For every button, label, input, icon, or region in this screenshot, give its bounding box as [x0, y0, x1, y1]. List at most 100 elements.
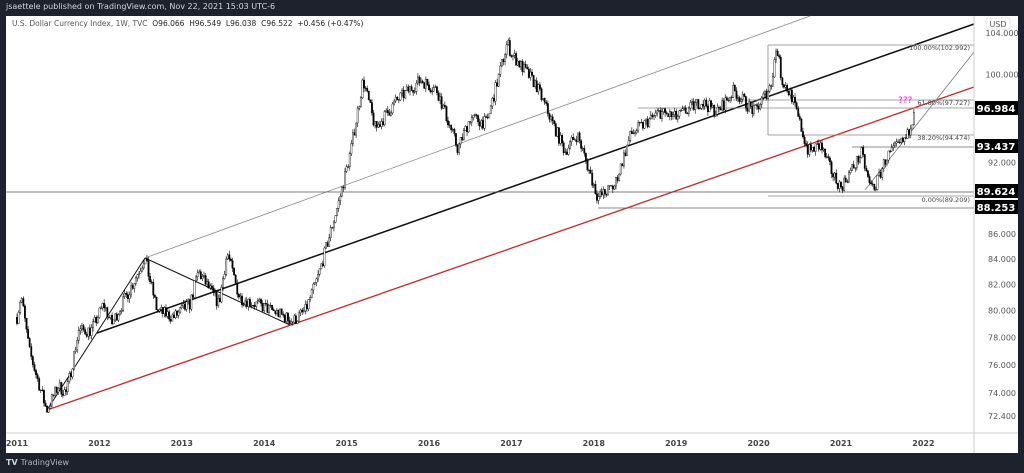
candle-body: [304, 304, 307, 312]
candle-body: [784, 85, 787, 88]
candle-body: [88, 327, 91, 336]
candle-body: [477, 115, 480, 123]
candle-body: [127, 294, 129, 300]
candle-body: [897, 141, 899, 143]
symbol-legend: U.S. Dollar Currency Index, 1W, TVC O96.…: [12, 19, 363, 28]
candle-body: [456, 144, 459, 153]
candle-body: [737, 97, 739, 99]
candle-body: [168, 311, 171, 320]
candle-body: [656, 110, 659, 114]
candle-body: [233, 268, 235, 276]
candle-body: [800, 118, 803, 132]
candle-body: [98, 307, 101, 318]
candle-body: [667, 113, 670, 117]
candle-body: [131, 285, 134, 289]
candle-body: [608, 185, 611, 187]
mid-channel-line: [96, 23, 975, 334]
footer-brand: TV TradingView: [6, 458, 69, 467]
candle-body: [163, 307, 166, 314]
candle-body: [43, 390, 45, 404]
candle-body: [28, 338, 31, 347]
candle-body: [409, 86, 411, 92]
candle-body: [893, 142, 896, 146]
chart-panel[interactable]: [6, 16, 1018, 453]
candle-body: [431, 90, 434, 93]
candle-body: [92, 321, 94, 328]
candle-body: [74, 349, 77, 352]
candle-body: [458, 143, 461, 153]
candle-body: [764, 90, 766, 95]
candle-body: [613, 185, 616, 190]
candle-body: [825, 156, 828, 158]
candle-body: [223, 274, 226, 279]
candle-body: [838, 181, 841, 189]
candle-body: [862, 147, 865, 155]
candle-body: [848, 172, 850, 183]
candle-body: [629, 130, 632, 141]
candle-body: [442, 105, 445, 109]
price-tick: 100.000: [985, 70, 1018, 79]
price-label-bg: [975, 139, 1018, 153]
candle-body: [520, 61, 522, 68]
candle-body: [554, 123, 557, 137]
candle-body: [515, 53, 518, 66]
candle-body: [450, 125, 453, 131]
candle-body: [337, 200, 340, 209]
candle-body: [909, 128, 912, 136]
candle-body: [654, 112, 657, 116]
candle-body: [588, 169, 590, 171]
time-tick: 2013: [171, 439, 193, 448]
candle-body: [394, 96, 397, 102]
candle-body: [66, 381, 69, 392]
candle-body: [345, 166, 348, 172]
candle-body: [242, 304, 245, 306]
candle-body: [298, 312, 300, 322]
candle-body: [646, 118, 649, 128]
candle-body: [687, 107, 690, 114]
candle-body: [789, 89, 792, 96]
candle-body: [203, 275, 205, 277]
candle-body: [114, 313, 117, 321]
candle-body: [757, 105, 760, 110]
candle-body: [662, 108, 665, 112]
price-tick: 80.000: [988, 307, 1016, 316]
candle-body: [82, 325, 85, 330]
candle-body: [329, 227, 332, 238]
candle-body: [527, 68, 530, 78]
candle-body: [529, 71, 532, 78]
candle-body: [546, 103, 549, 114]
candle-body: [512, 55, 514, 57]
candle-body: [30, 346, 33, 357]
candle-body: [152, 281, 155, 296]
candle-body: [578, 132, 581, 141]
candle-body: [17, 312, 20, 324]
candle-body: [623, 152, 625, 167]
candle-body: [874, 189, 877, 191]
candle-body: [760, 97, 763, 105]
candle-body: [813, 147, 815, 152]
candle-body: [640, 121, 643, 123]
candle-body: [678, 110, 681, 117]
candle-body: [692, 101, 695, 110]
time-axis[interactable]: 2011 2012 2013 2014 2015 2016 2017 2018 2019 2020…: [6, 439, 935, 448]
candle-body: [559, 135, 562, 144]
candle-body: [282, 313, 285, 316]
candle-body: [206, 281, 209, 285]
price-axis[interactable]: 104.000 100.000 92.000 86.000 84.000 82.000 80…: [985, 29, 1018, 421]
candle-body: [618, 173, 621, 181]
candle-body: [366, 88, 369, 92]
candle-body: [31, 356, 34, 365]
candle-body: [908, 129, 911, 136]
candle-body: [573, 139, 576, 141]
candle-body: [236, 282, 239, 295]
candle-body: [117, 314, 120, 321]
candle-body: [703, 99, 706, 107]
candle-body: [176, 310, 178, 316]
candle-body: [336, 208, 338, 216]
candle-body: [470, 117, 473, 123]
candle-body: [464, 126, 467, 131]
candle-body: [320, 263, 323, 270]
candle-body: [198, 271, 201, 274]
candle-body: [467, 121, 470, 133]
